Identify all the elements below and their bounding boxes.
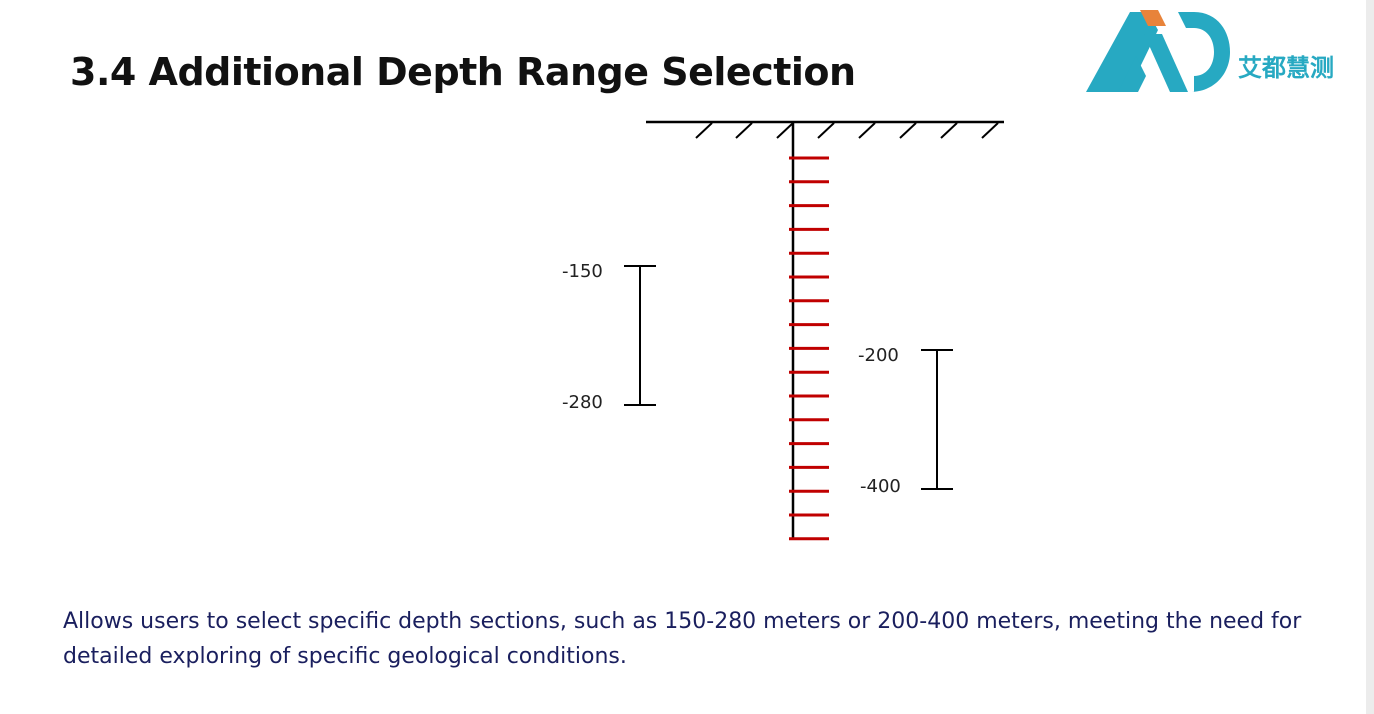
slide-edge xyxy=(1366,0,1374,714)
depth-range-1: -150 -280 xyxy=(562,261,656,413)
logo-orange-dot xyxy=(1140,10,1166,26)
company-logo xyxy=(1086,10,1230,92)
slide-title: 3.4 Additional Depth Range Selection xyxy=(70,50,856,94)
range-1-top-label: -150 xyxy=(562,261,603,282)
depth-range-2: -200 -400 xyxy=(858,345,953,497)
range-1-bottom-label: -280 xyxy=(562,392,603,413)
ground-surface xyxy=(646,120,1004,139)
borehole-ticks xyxy=(789,156,829,541)
brand-name: 艾都慧测 xyxy=(1238,53,1334,82)
logo-letter-d xyxy=(1178,12,1230,92)
slide-description: Allows users to select specific depth se… xyxy=(63,609,1302,669)
range-2-top-label: -200 xyxy=(858,345,899,366)
logo-letter-a xyxy=(1086,12,1158,92)
logo-letter-i xyxy=(1144,34,1188,92)
logo-letter-a-inner xyxy=(1118,56,1146,92)
borehole xyxy=(789,122,829,541)
range-2-bottom-label: -400 xyxy=(860,476,901,497)
